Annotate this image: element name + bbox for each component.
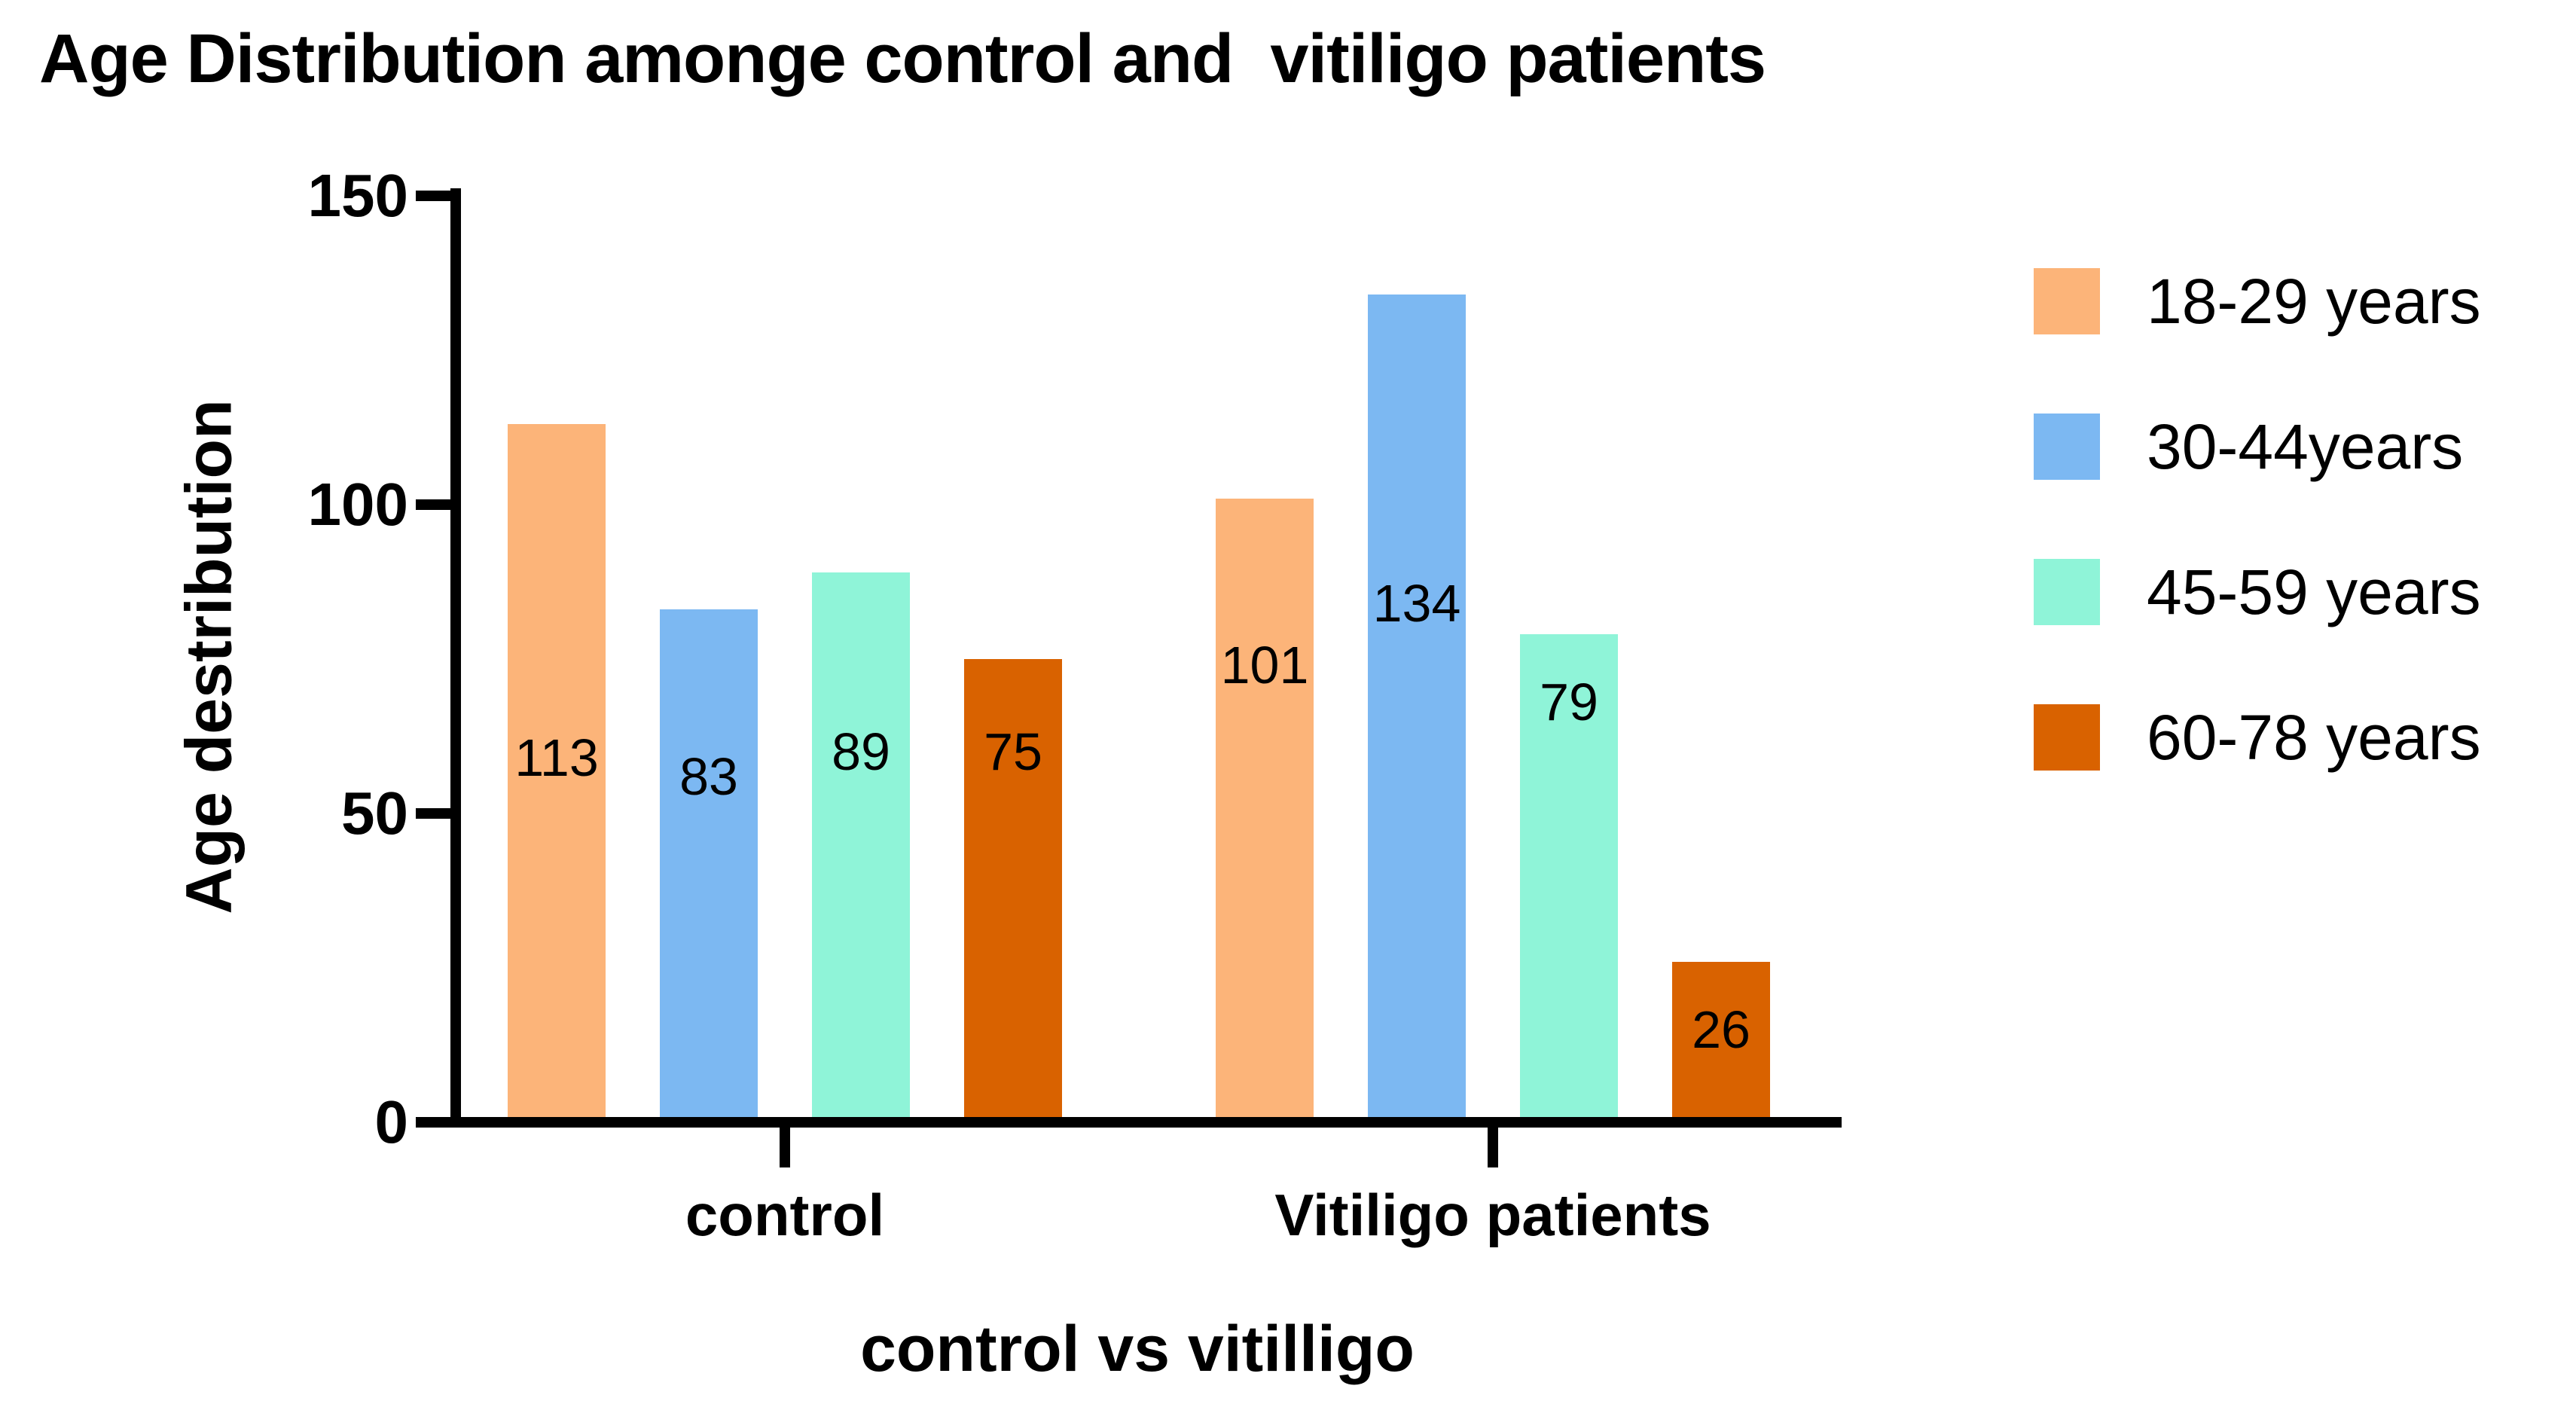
bar-value-label: 113 — [514, 728, 599, 788]
legend-row: 30-44years — [2034, 411, 2463, 483]
legend-swatch — [2034, 559, 2100, 625]
category-label: control — [685, 1182, 885, 1248]
bar-value-label: 83 — [679, 746, 738, 806]
legend-label: 30-44years — [2147, 411, 2464, 482]
legend-swatch — [2034, 268, 2100, 334]
legend-row: 18-29 years — [2034, 265, 2481, 337]
bar — [1216, 498, 1314, 1122]
y-tick-label: 0 — [374, 1088, 409, 1155]
legend-label: 18-29 years — [2147, 265, 2481, 337]
bar-value-label: 79 — [1540, 673, 1598, 732]
legend-swatch — [2034, 704, 2100, 771]
y-tick-mark — [416, 808, 459, 819]
legend-label: 45-59 years — [2147, 556, 2481, 627]
bar-value-label: 101 — [1220, 636, 1309, 695]
legend-row: 45-59 years — [2034, 556, 2481, 628]
bar — [1368, 295, 1466, 1122]
y-tick-label: 150 — [307, 162, 408, 229]
bar-value-label: 75 — [984, 722, 1042, 781]
bar-value-label: 134 — [1372, 574, 1461, 633]
x-axis-line — [450, 1117, 1842, 1128]
legend-row: 60-78 years — [2034, 701, 2481, 774]
bar-value-label: 26 — [1692, 1000, 1750, 1059]
bar — [812, 572, 910, 1122]
y-tick-label: 50 — [341, 780, 408, 847]
x-tick-mark — [780, 1126, 790, 1167]
bar — [1672, 961, 1770, 1122]
bar — [964, 659, 1062, 1122]
bar — [1520, 634, 1618, 1122]
legend-swatch — [2034, 414, 2100, 480]
x-axis-label: control vs vitilligo — [860, 1313, 1415, 1385]
y-axis-line — [450, 188, 461, 1128]
x-tick-mark — [1488, 1126, 1498, 1167]
bar — [508, 424, 606, 1122]
legend-label: 60-78 years — [2147, 701, 2481, 773]
y-tick-mark — [416, 1117, 459, 1128]
y-tick-label: 100 — [307, 471, 408, 538]
bar-value-label: 89 — [832, 722, 890, 781]
bar — [660, 609, 758, 1122]
y-tick-mark — [416, 499, 459, 510]
chart-title: Age Distribution amonge control and viti… — [39, 20, 1766, 97]
category-label: Vitiligo patients — [1274, 1182, 1711, 1248]
y-tick-mark — [416, 191, 459, 201]
